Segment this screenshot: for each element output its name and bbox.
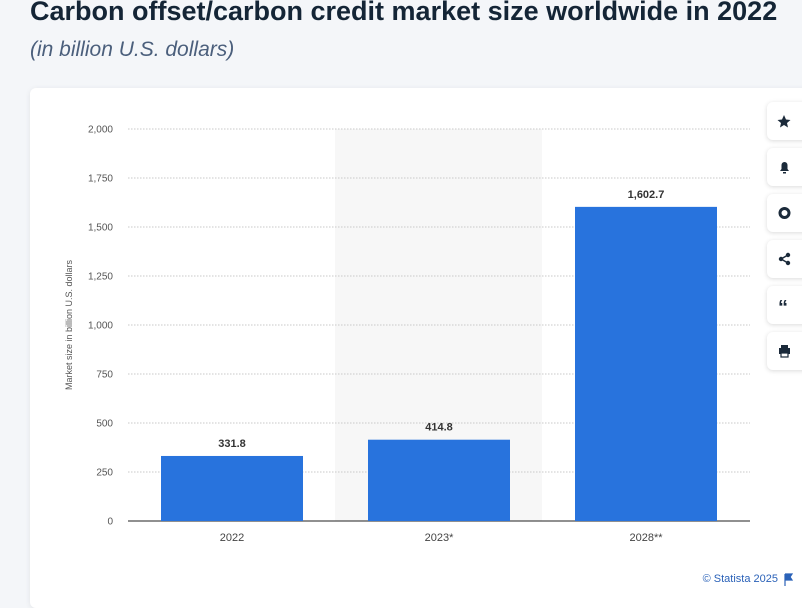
y-tick-label: 250 bbox=[96, 468, 113, 479]
bar bbox=[368, 439, 510, 521]
notification-button[interactable] bbox=[767, 148, 802, 186]
settings-button[interactable] bbox=[767, 194, 802, 232]
value-label: 331.8 bbox=[218, 438, 246, 450]
value-label: 414.8 bbox=[425, 422, 453, 434]
y-tick-label: 1,250 bbox=[88, 272, 113, 283]
share-button[interactable] bbox=[767, 240, 802, 278]
svg-text:“: “ bbox=[778, 297, 788, 319]
favorite-button[interactable] bbox=[767, 102, 802, 140]
y-tick-label: 1,000 bbox=[88, 321, 113, 332]
y-axis-label: Market size in billion U.S. dollars bbox=[64, 259, 74, 390]
x-tick-label: 2022 bbox=[220, 532, 244, 544]
y-tick-label: 500 bbox=[96, 419, 113, 430]
x-tick-label: 2023* bbox=[425, 532, 454, 544]
y-tick-label: 2,000 bbox=[88, 125, 113, 136]
y-tick-label: 1,500 bbox=[88, 223, 113, 234]
y-tick-label: 0 bbox=[107, 517, 113, 528]
page-subtitle: (in billion U.S. dollars) bbox=[30, 38, 235, 61]
y-tick-label: 1,750 bbox=[88, 174, 113, 185]
value-label: 1,602.7 bbox=[628, 189, 665, 201]
bar bbox=[575, 206, 717, 522]
print-button[interactable] bbox=[767, 332, 802, 370]
flag-icon bbox=[784, 573, 794, 586]
y-tick-label: 750 bbox=[96, 370, 113, 381]
cite-button[interactable]: “ bbox=[767, 286, 802, 324]
bar bbox=[161, 455, 303, 521]
page-title: Carbon offset/carbon credit market size … bbox=[30, 0, 778, 26]
source-credit: © Statista 2025 bbox=[703, 573, 778, 585]
x-tick-label: 2028** bbox=[629, 532, 663, 544]
